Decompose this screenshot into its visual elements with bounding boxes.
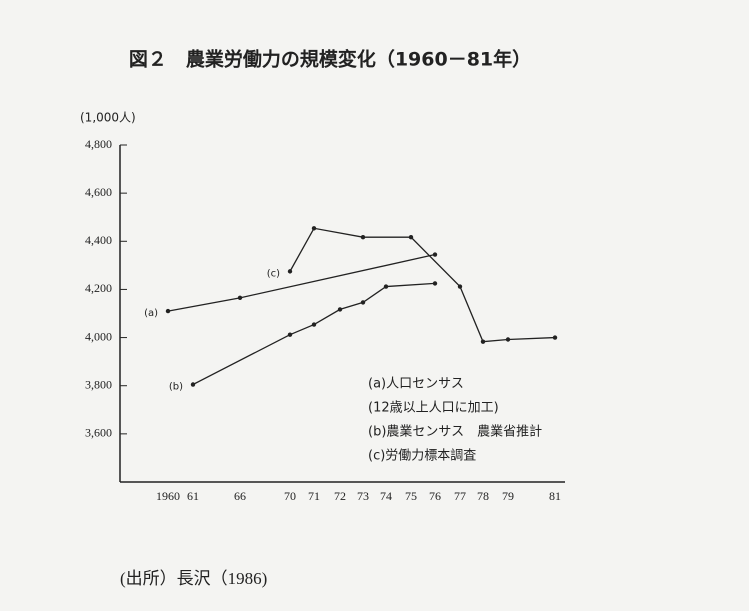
x-tick-label: 78 [477,489,489,503]
x-tick-label: 79 [502,489,514,503]
y-tick-label: 4,400 [85,233,112,247]
data-point [311,226,317,231]
data-point [383,284,389,289]
y-tick-label: 4,600 [85,185,112,199]
data-point [552,335,558,340]
legend-note: (c)労働力標本調査 [368,449,476,464]
y-tick-label: 4,200 [85,281,112,295]
x-tick-label: 61 [187,489,199,503]
y-tick-label: 3,600 [85,426,112,440]
data-point [337,307,343,312]
x-tick-label: 81 [549,489,561,503]
chart-title: 図２ 農業労働力の規模変化（1960－81年） [129,48,531,71]
x-tick-label: 66 [234,489,246,503]
data-point [505,337,511,342]
data-point [360,300,366,305]
x-tick-label: 72 [334,489,346,503]
y-tick-label: 4,800 [85,137,112,151]
data-point [360,234,366,240]
y-tick-label: 3,800 [85,377,112,391]
x-tick-label: 73 [357,489,369,503]
data-point [457,284,463,289]
series-line [289,227,556,343]
series-line [192,282,436,386]
legend-note: (12歳以上人口に加工) [368,401,499,416]
y-unit: (1,000人) [80,111,136,125]
data-point [311,322,317,327]
x-tick-label: 76 [429,489,441,503]
data-point [237,295,243,301]
data-point [408,234,414,240]
series-label: (b) [169,382,183,393]
data-point [287,269,293,274]
data-point [165,308,171,314]
x-tick-label: 1960 [156,489,180,503]
x-tick-label: 71 [308,489,320,503]
series-label: (a) [144,308,158,319]
series-label: (c) [267,268,280,279]
source: (出所）長沢（1986) [120,569,267,588]
data-point [432,281,438,286]
x-tick-label: 74 [380,489,392,503]
legend-note: (a)人口センサス [368,377,464,392]
y-tick-label: 4,000 [85,329,112,343]
x-tick-label: 75 [405,489,417,503]
x-tick-label: 77 [454,489,466,503]
data-point [432,252,438,257]
data-point [190,382,196,387]
legend-note: (b)農業センサス 農業省推計 [368,424,542,440]
x-tick-label: 70 [284,489,296,503]
series-line [167,253,436,312]
data-point [480,339,486,344]
data-point [287,332,293,337]
